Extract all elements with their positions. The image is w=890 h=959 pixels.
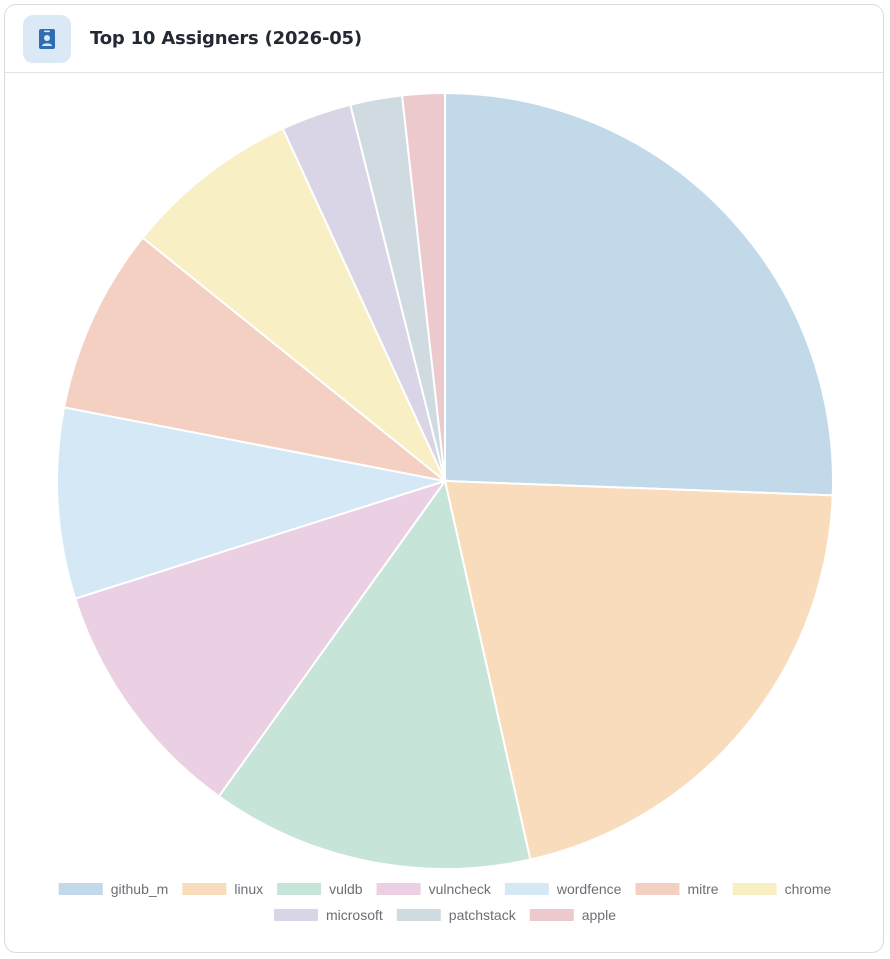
legend-label-wordfence[interactable]: wordfence bbox=[556, 881, 622, 897]
legend-label-patchstack[interactable]: patchstack bbox=[449, 907, 517, 923]
legend-label-linux[interactable]: linux bbox=[234, 881, 263, 897]
legend-swatch-vulncheck[interactable] bbox=[376, 883, 421, 895]
pie-slice-linux[interactable] bbox=[443, 479, 834, 861]
header-icon-box bbox=[23, 15, 71, 63]
chart-legend: github_m linux vuldb vulncheck wordfence mitr… bbox=[58, 881, 832, 923]
legend-label-chrome[interactable]: chrome bbox=[785, 881, 832, 897]
pie-slice-vulncheck[interactable] bbox=[74, 479, 448, 798]
card-header: Top 10 Assigners (2026-05) bbox=[5, 5, 883, 73]
pie-slice-github_m[interactable] bbox=[444, 91, 834, 497]
legend-label-microsoft[interactable]: microsoft bbox=[326, 907, 383, 923]
legend-swatch-microsoft[interactable] bbox=[274, 909, 318, 921]
legend-label-vulncheck[interactable]: vulncheck bbox=[429, 881, 492, 897]
legend-label-vuldb[interactable]: vuldb bbox=[329, 881, 363, 897]
legend-swatch-github_m[interactable] bbox=[58, 883, 103, 895]
legend-swatch-vuldb[interactable] bbox=[277, 883, 322, 895]
legend-swatch-patchstack[interactable] bbox=[396, 909, 441, 921]
pie-slice-mitre[interactable] bbox=[62, 236, 446, 482]
legend-swatch-chrome[interactable] bbox=[732, 883, 777, 895]
legend-label-apple[interactable]: apple bbox=[582, 907, 616, 923]
legend-label-github_m[interactable]: github_m bbox=[111, 881, 169, 897]
legend-label-mitre[interactable]: mitre bbox=[687, 881, 718, 897]
legend-swatch-mitre[interactable] bbox=[635, 883, 680, 895]
pie-slice-wordfence[interactable] bbox=[56, 406, 446, 600]
pie-slices bbox=[56, 91, 834, 870]
legend-swatch-wordfence[interactable] bbox=[504, 883, 549, 895]
legend-swatch-apple[interactable] bbox=[529, 909, 574, 921]
pie-slice-apple[interactable] bbox=[400, 91, 446, 482]
chart-title: Top 10 Assigners (2026-05) bbox=[90, 28, 362, 49]
pie-slice-chrome[interactable] bbox=[141, 127, 446, 482]
id-badge-icon bbox=[39, 29, 55, 49]
pie-slice-vuldb[interactable] bbox=[217, 478, 532, 870]
legend-swatch-linux[interactable] bbox=[182, 883, 227, 895]
